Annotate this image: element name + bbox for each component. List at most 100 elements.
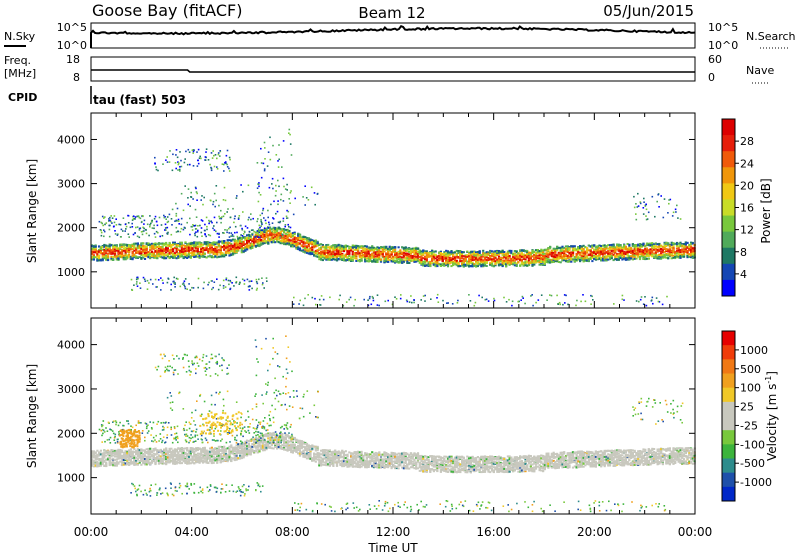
scatter-cell <box>133 247 136 250</box>
scatter-cell <box>170 244 173 246</box>
scatter-cell <box>182 253 185 255</box>
noise-panel-frame <box>90 22 696 49</box>
scatter-cell <box>288 128 291 131</box>
scatter-cell <box>163 244 166 247</box>
scatter-cell <box>260 162 263 164</box>
scatter-cell <box>263 235 266 237</box>
scatter-cell <box>140 243 143 246</box>
scatter-cell <box>209 243 212 246</box>
scatter-cell <box>267 151 270 153</box>
scatter-cell <box>256 240 259 243</box>
scatter-cell <box>360 259 363 262</box>
scatter-cell <box>271 177 274 180</box>
scatter-cell <box>341 256 344 259</box>
scatter-cell <box>203 252 206 255</box>
scatter-cell <box>177 245 180 248</box>
scatter-cell <box>293 231 296 234</box>
scatter-cell <box>286 233 289 236</box>
scatter-cell <box>408 253 411 256</box>
scatter-cell <box>399 257 402 260</box>
scatter-cell <box>332 255 335 257</box>
scatter-cell <box>194 241 198 244</box>
scatter-cell <box>288 229 291 232</box>
scatter-cell <box>198 253 201 256</box>
scatter-cell <box>339 245 342 247</box>
scatter-cell <box>339 258 342 261</box>
scatter-cell <box>415 247 418 250</box>
freq-panel-frame <box>90 56 696 82</box>
scatter-cell <box>335 257 339 260</box>
scatter-cell <box>166 250 169 253</box>
scatter-cell <box>117 250 120 253</box>
scatter-cell <box>383 260 386 262</box>
scatter-cell <box>298 242 302 245</box>
scatter-cell <box>279 231 282 233</box>
scatter-cell <box>392 250 395 253</box>
scatter-cell <box>140 246 143 249</box>
scatter-cell <box>367 260 370 263</box>
scatter-cell <box>402 247 405 250</box>
scatter-cell <box>291 234 294 237</box>
scatter-cell <box>105 250 108 253</box>
scatter-cell <box>152 244 155 247</box>
scatter-cell <box>253 235 256 238</box>
scatter-cell <box>311 252 314 255</box>
scatter-cell <box>387 250 390 253</box>
scatter-cell <box>242 242 245 245</box>
scatter-cell <box>231 252 235 255</box>
scatter-cell <box>106 252 110 255</box>
scatter-cell <box>172 243 175 246</box>
scatter-cell <box>136 244 139 247</box>
scatter-cell <box>189 252 192 255</box>
scatter-cell <box>325 256 328 259</box>
scatter-cell <box>272 234 275 237</box>
scatter-cell <box>311 246 314 249</box>
scatter-cell <box>235 247 238 250</box>
scatter-cell <box>351 259 354 261</box>
scatter-cell <box>247 244 250 247</box>
scatter-cell <box>179 251 182 254</box>
date-title: 05/Jun/2015 <box>603 2 694 20</box>
scatter-cell <box>120 254 124 257</box>
scatter-cell <box>313 241 316 244</box>
scatter-cell <box>149 248 152 251</box>
scatter-cell <box>365 250 368 253</box>
scatter-cell <box>103 254 106 257</box>
scatter-cell <box>184 249 187 252</box>
scatter-cell <box>364 260 367 263</box>
scatter-cell <box>314 255 317 258</box>
scatter-cell <box>274 237 277 240</box>
scatter-cell <box>434 250 437 253</box>
scatter-cell <box>387 252 390 255</box>
scatter-cell <box>289 191 292 194</box>
scatter-cell <box>221 254 224 256</box>
scatter-cell <box>179 250 182 253</box>
scatter-cell <box>173 241 176 244</box>
scatter-cell <box>226 244 229 247</box>
scatter-cell <box>327 253 330 256</box>
scatter-cell <box>381 246 384 249</box>
scatter-cell <box>129 248 132 251</box>
scatter-cell <box>212 150 214 152</box>
scatter-cell <box>413 255 416 258</box>
scatter-cell <box>328 246 331 249</box>
scatter-cell <box>194 244 198 247</box>
scatter-cell <box>311 239 314 242</box>
scatter-cell <box>286 228 289 231</box>
scatter-cell <box>505 265 508 268</box>
scatter-cell <box>295 237 298 240</box>
scatter-cell <box>210 248 213 251</box>
scatter-cell <box>186 163 189 166</box>
scatter-cell <box>328 258 331 261</box>
scatter-cell <box>547 249 550 252</box>
scatter-cell <box>323 254 326 257</box>
scatter-cell <box>274 235 277 238</box>
scatter-cell <box>165 247 168 249</box>
scatter-cell <box>302 242 305 245</box>
scatter-cell <box>124 258 127 261</box>
scatter-cell <box>179 170 181 172</box>
scatter-cell <box>189 163 191 166</box>
scatter-cell <box>327 251 330 254</box>
scatter-cell <box>163 242 166 245</box>
scatter-cell <box>124 256 127 259</box>
